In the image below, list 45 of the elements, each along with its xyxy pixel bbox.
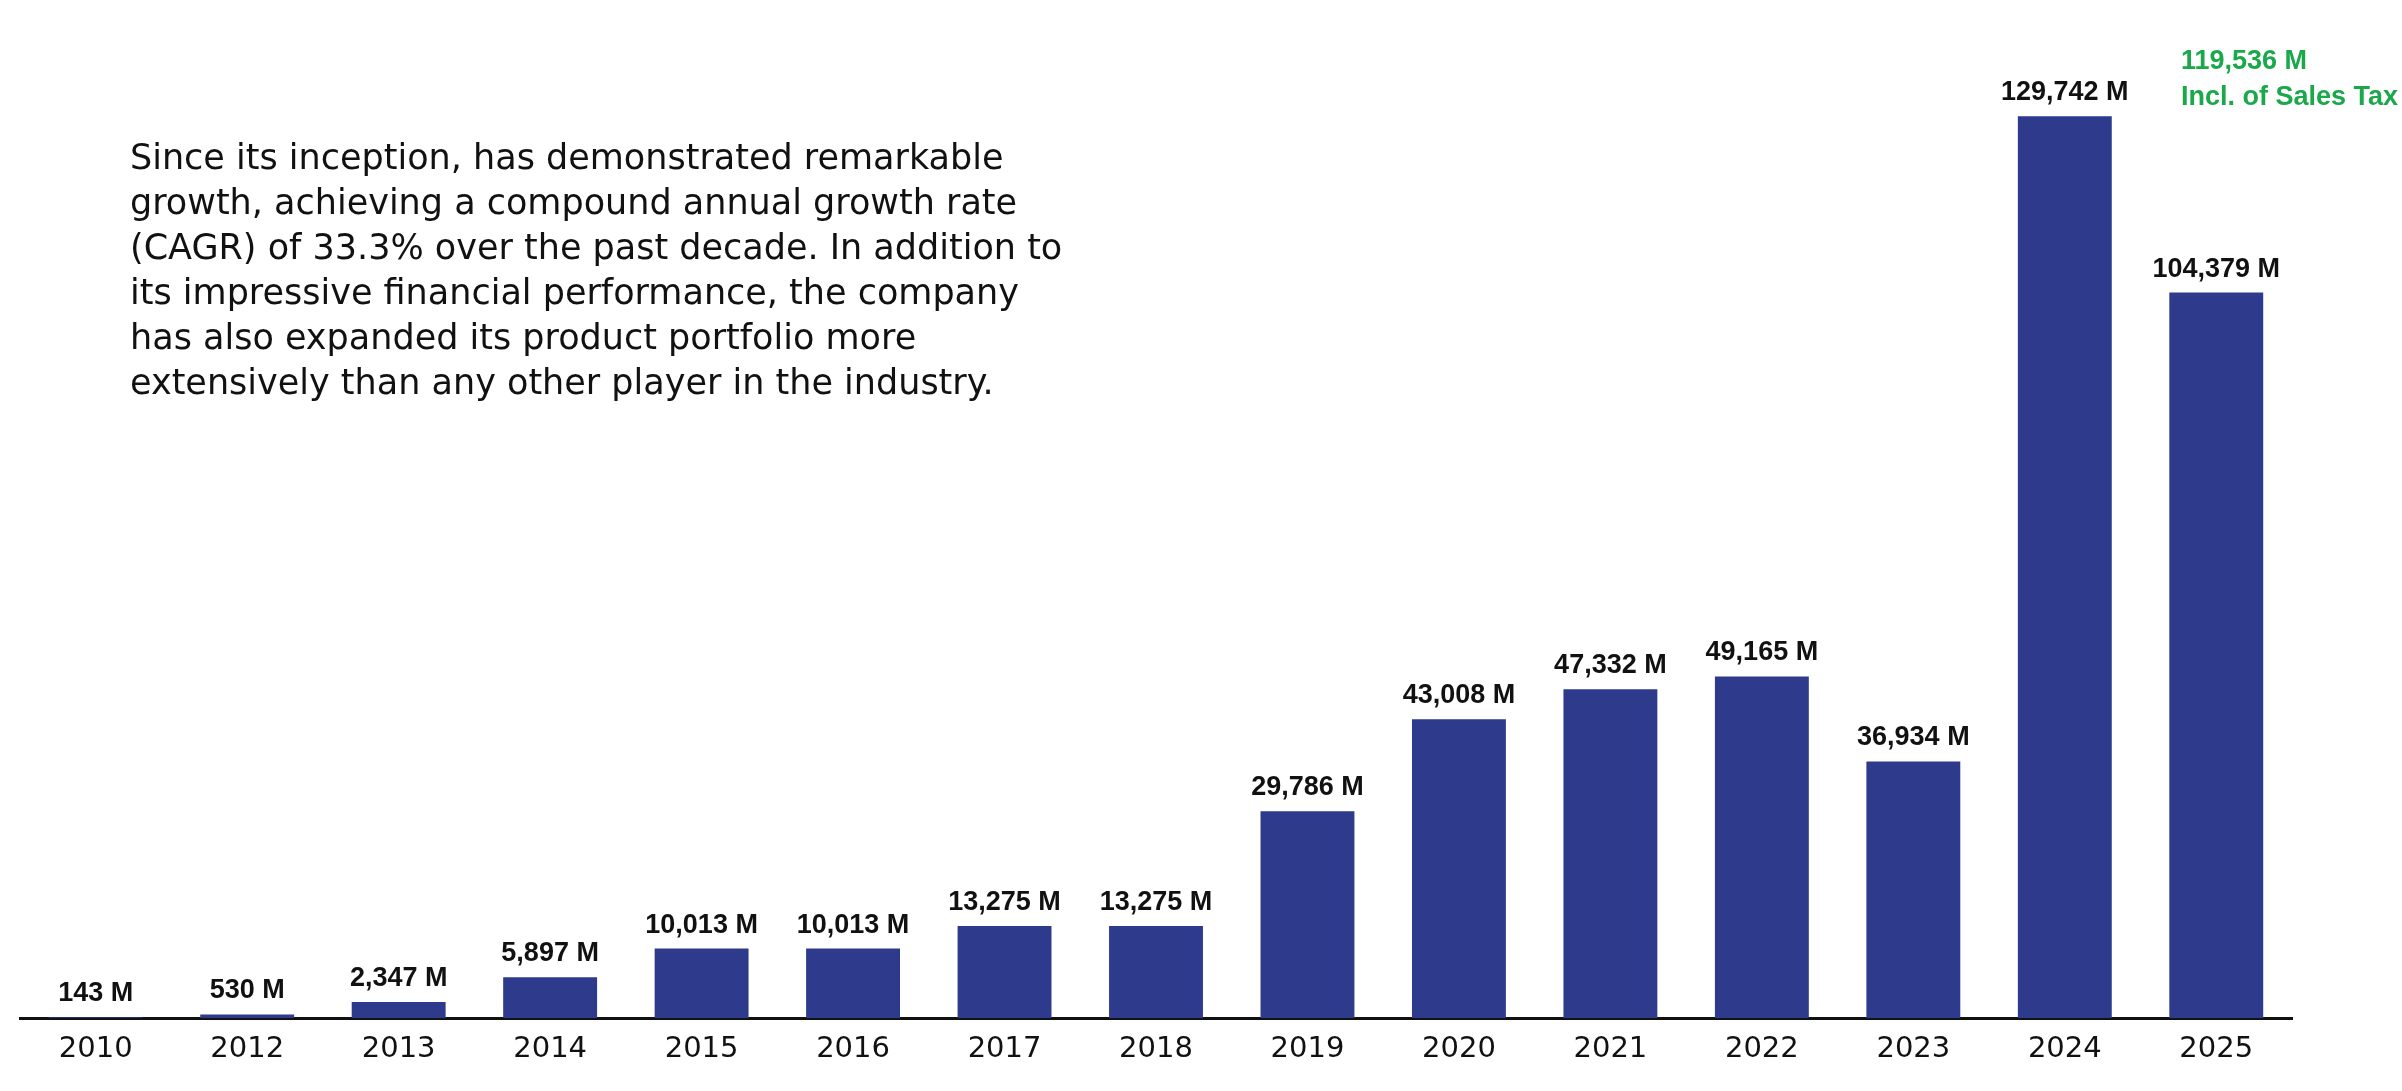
bar xyxy=(1563,689,1658,1019)
data-label: 43,008 M xyxy=(1402,679,1516,710)
x-tick-label: 2017 xyxy=(967,1030,1042,1065)
bar xyxy=(2169,292,2264,1019)
x-tick-label: 2010 xyxy=(58,1030,133,1065)
data-label: 5,897 M xyxy=(501,937,599,968)
x-tick-label: 2025 xyxy=(2179,1030,2254,1065)
x-tick-label: 2014 xyxy=(513,1030,588,1065)
data-label: 129,742 M xyxy=(2001,76,2129,107)
x-tick-label: 2019 xyxy=(1270,1030,1345,1065)
annotation: Since its inception, has demonstrated remarkable growth, achieving a compound annual growth rate (CAGR) of 33.3% over the past decade. In addition to its impressive financial performance, the company has also expanded its product portfolio more extensively than any other player in the industry. xyxy=(130,136,1064,404)
sales-tax-note: 119,536 M Incl. of Sales Tax xyxy=(2180,44,2398,113)
bar xyxy=(806,948,901,1019)
bar xyxy=(1109,925,1203,1019)
bar xyxy=(351,1001,446,1019)
x-tick-label: 2022 xyxy=(1724,1030,1799,1065)
data-label: 2,347 M xyxy=(349,961,448,992)
x-tick-label: 2023 xyxy=(1876,1030,1951,1065)
x-tick-label: 2021 xyxy=(1573,1030,1648,1065)
data-label: 143 M xyxy=(58,977,134,1008)
data-label: 36,934 M xyxy=(1857,721,1970,752)
data-label: 49,165 M xyxy=(1705,636,1819,667)
bar xyxy=(1411,719,1506,1019)
bar xyxy=(503,977,598,1019)
data-label: 530 M xyxy=(209,974,285,1005)
bar xyxy=(957,925,1052,1019)
bar xyxy=(654,948,749,1019)
x-tick-label: 2013 xyxy=(361,1030,436,1065)
data-label: 13,275 M xyxy=(1099,885,1213,916)
x-tick-label: 2015 xyxy=(664,1030,739,1065)
bar xyxy=(1714,676,1809,1019)
x-tick-label: 2016 xyxy=(816,1030,890,1065)
bar xyxy=(1866,761,1961,1019)
data-label: 10,013 M xyxy=(796,908,910,939)
data-label: 104,379 M xyxy=(2152,252,2281,283)
bar xyxy=(1260,811,1355,1019)
bar xyxy=(2017,116,2112,1019)
x-tick-label: 2018 xyxy=(1119,1030,1193,1065)
data-label: 47,332 M xyxy=(1554,649,1667,680)
data-label: 13,275 M xyxy=(948,885,1061,916)
x-tick-label: 2024 xyxy=(2027,1030,2102,1065)
data-label: 29,786 M xyxy=(1251,771,1364,802)
x-tick-label: 2020 xyxy=(1422,1030,1496,1065)
data-label: 10,013 M xyxy=(645,908,758,939)
x-tick-label: 2012 xyxy=(210,1030,285,1065)
